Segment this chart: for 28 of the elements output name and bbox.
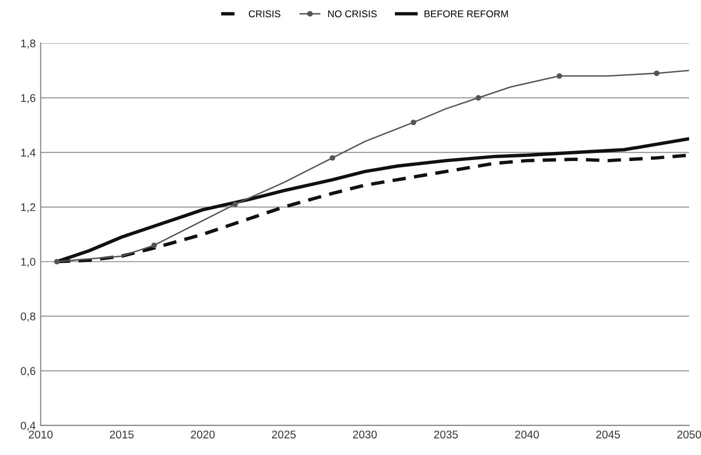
y-tick-label: 0,6	[20, 367, 36, 376]
x-tick-label: 2015	[110, 430, 134, 438]
legend-label: NO CRISIS	[328, 10, 377, 18]
y-tick-label: 0,8	[20, 312, 36, 322]
x-tick-label: 2035	[434, 430, 458, 438]
x-tick-label: 2010	[28, 430, 53, 438]
x-tick-label: 2045	[596, 430, 620, 438]
y-tick-label: 1,6	[21, 94, 36, 104]
y-tick-label: 1,8	[21, 39, 36, 49]
legend-label: CRISIS	[248, 10, 280, 18]
point	[54, 258, 60, 264]
point	[556, 73, 562, 79]
y-tick-label: 0,4	[20, 422, 36, 431]
y-tick-label: 1,4	[21, 148, 36, 158]
point	[151, 242, 157, 248]
point	[330, 155, 336, 161]
x-tick-label: 2025	[272, 430, 296, 438]
point	[476, 95, 482, 101]
y-tick-label: 1,0	[21, 258, 36, 268]
x-tick-label: 2040	[515, 430, 539, 438]
point	[654, 70, 660, 76]
x-tick-label: 2050	[677, 430, 701, 438]
point	[410, 120, 416, 126]
y-tick-label: 1,2	[21, 203, 36, 212]
x-tick-label: 2030	[353, 430, 377, 438]
point	[232, 202, 238, 208]
x-tick-label: 2020	[190, 430, 215, 438]
legend-label: BEFORE REFORM	[424, 10, 508, 18]
